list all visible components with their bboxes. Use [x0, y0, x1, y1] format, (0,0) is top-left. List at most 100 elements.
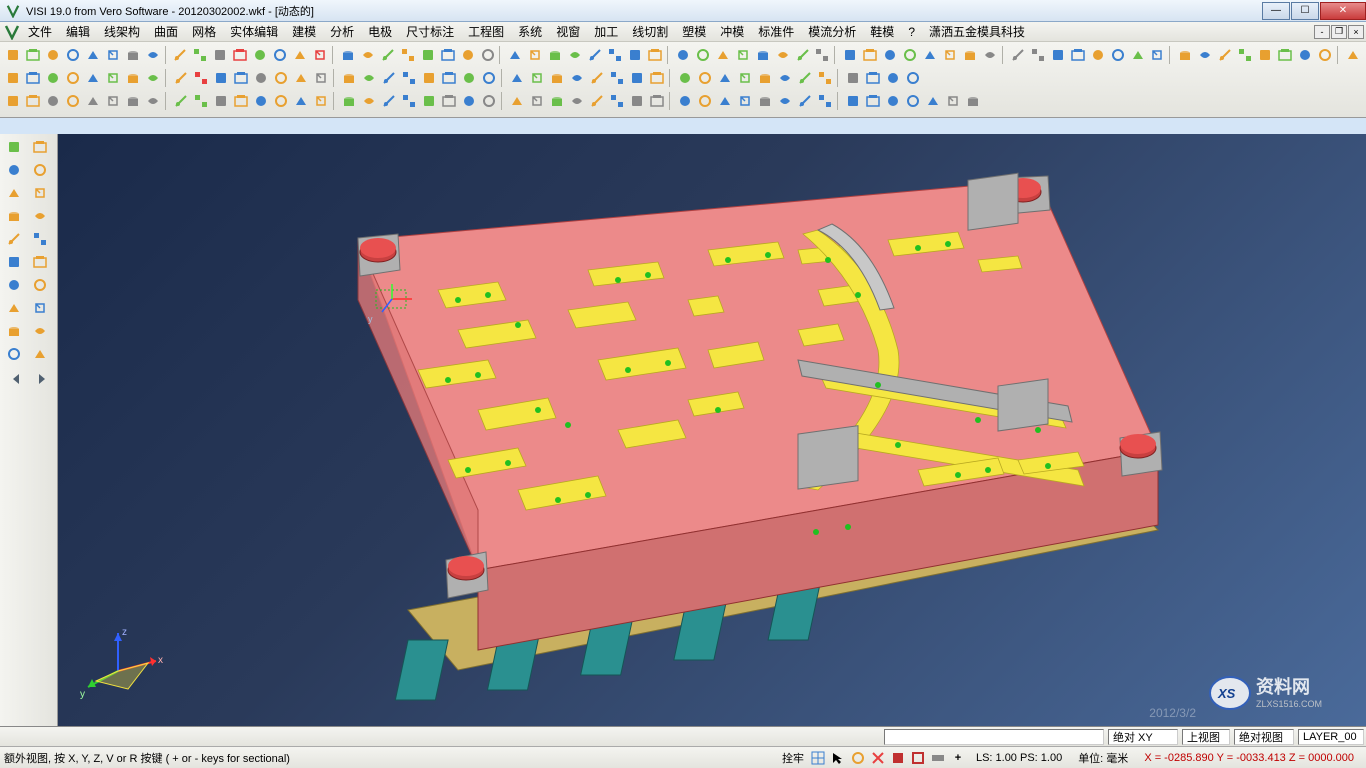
tb1-btn-59[interactable] — [1236, 46, 1254, 64]
tb1-btn-40[interactable] — [841, 46, 859, 64]
tb1-btn-10[interactable] — [211, 46, 229, 64]
tb1-btn-5[interactable] — [104, 46, 122, 64]
menu-dimension[interactable]: 尺寸标注 — [400, 21, 460, 42]
menu-plastic-mold[interactable]: 塑模 — [676, 21, 712, 42]
menu-wireframe[interactable]: 线架构 — [98, 21, 146, 42]
tb1-btn-13[interactable] — [271, 46, 289, 64]
tb3-btn-11[interactable] — [232, 92, 250, 110]
tb2-btn-24[interactable] — [508, 69, 526, 87]
tb3-btn-30[interactable] — [628, 92, 646, 110]
tb3-btn-34[interactable] — [716, 92, 734, 110]
tb1-btn-44[interactable] — [921, 46, 939, 64]
tb3-btn-44[interactable] — [924, 92, 942, 110]
left-btn-5-1[interactable] — [28, 251, 52, 273]
tb3-btn-17[interactable] — [360, 92, 378, 110]
tb1-btn-4[interactable] — [84, 46, 102, 64]
tb2-btn-4[interactable] — [84, 69, 102, 87]
tb1-btn-34[interactable] — [714, 46, 732, 64]
tb1-btn-31[interactable] — [646, 46, 664, 64]
tb2-btn-18[interactable] — [380, 69, 398, 87]
left-single-1[interactable] — [28, 343, 52, 365]
tb1-btn-9[interactable] — [191, 46, 209, 64]
tb3-btn-1[interactable] — [24, 92, 42, 110]
tb1-btn-47[interactable] — [981, 46, 999, 64]
tb1-btn-53[interactable] — [1109, 46, 1127, 64]
tb3-btn-16[interactable] — [340, 92, 358, 110]
tb1-btn-42[interactable] — [881, 46, 899, 64]
tb2-btn-31[interactable] — [648, 69, 666, 87]
tb3-btn-3[interactable] — [64, 92, 82, 110]
tb1-btn-62[interactable] — [1296, 46, 1314, 64]
tb2-btn-16[interactable] — [340, 69, 358, 87]
menu-edit[interactable]: 编辑 — [60, 21, 96, 42]
tb3-btn-7[interactable] — [144, 92, 162, 110]
maximize-button[interactable]: ☐ — [1291, 2, 1319, 20]
tb3-btn-43[interactable] — [904, 92, 922, 110]
tb1-btn-50[interactable] — [1049, 46, 1067, 64]
left-btn-4-0[interactable] — [2, 228, 26, 250]
tb1-btn-49[interactable] — [1029, 46, 1047, 64]
tb2-btn-9[interactable] — [192, 69, 210, 87]
tb1-btn-33[interactable] — [694, 46, 712, 64]
tb2-btn-32[interactable] — [676, 69, 694, 87]
command-input[interactable] — [884, 729, 1104, 745]
tb1-btn-24[interactable] — [506, 46, 524, 64]
tb2-btn-23[interactable] — [480, 69, 498, 87]
view-orientation[interactable]: 上视图 — [1182, 729, 1230, 745]
tb1-btn-17[interactable] — [359, 46, 377, 64]
tb3-btn-39[interactable] — [816, 92, 834, 110]
left-btn-2-0[interactable] — [2, 182, 26, 204]
tb1-btn-32[interactable] — [674, 46, 692, 64]
tb1-btn-46[interactable] — [961, 46, 979, 64]
tb3-btn-35[interactable] — [736, 92, 754, 110]
tb1-btn-7[interactable] — [144, 46, 162, 64]
left-single-0[interactable] — [2, 343, 26, 365]
left-btn-5-0[interactable] — [2, 251, 26, 273]
tb1-btn-60[interactable] — [1256, 46, 1274, 64]
tb1-btn-52[interactable] — [1089, 46, 1107, 64]
menu-machining[interactable]: 加工 — [588, 21, 624, 42]
left-btn-1-0[interactable] — [2, 159, 26, 181]
tb3-btn-36[interactable] — [756, 92, 774, 110]
plus-icon[interactable]: + — [950, 750, 966, 766]
left-btn-6-0[interactable] — [2, 274, 26, 296]
tb1-btn-51[interactable] — [1069, 46, 1087, 64]
tb2-btn-33[interactable] — [696, 69, 714, 87]
tb1-btn-45[interactable] — [941, 46, 959, 64]
tb3-btn-6[interactable] — [124, 92, 142, 110]
menu-standard-parts[interactable]: 标准件 — [752, 21, 800, 42]
tb1-btn-16[interactable] — [339, 46, 357, 64]
tb1-btn-41[interactable] — [861, 46, 879, 64]
tb2-btn-36[interactable] — [756, 69, 774, 87]
cursor-icon[interactable] — [830, 750, 846, 766]
tb1-btn-21[interactable] — [439, 46, 457, 64]
tb1-btn-20[interactable] — [419, 46, 437, 64]
tb3-btn-33[interactable] — [696, 92, 714, 110]
mdi-restore[interactable]: ❐ — [1331, 25, 1347, 39]
tb1-btn-48[interactable] — [1009, 46, 1027, 64]
tb1-btn-6[interactable] — [124, 46, 142, 64]
tb3-btn-9[interactable] — [192, 92, 210, 110]
menu-file[interactable]: 文件 — [22, 21, 58, 42]
left-btn-1-1[interactable] — [28, 159, 52, 181]
tb2-btn-41[interactable] — [864, 69, 882, 87]
tb3-btn-4[interactable] — [84, 92, 102, 110]
grid-icon[interactable] — [810, 750, 826, 766]
tb2-btn-3[interactable] — [64, 69, 82, 87]
tb3-btn-45[interactable] — [944, 92, 962, 110]
tb3-btn-41[interactable] — [864, 92, 882, 110]
tb2-btn-37[interactable] — [776, 69, 794, 87]
tb1-btn-43[interactable] — [901, 46, 919, 64]
menu-press-mold[interactable]: 冲模 — [714, 21, 750, 42]
tb3-btn-29[interactable] — [608, 92, 626, 110]
menu-brand[interactable]: 潇洒五金模具科技 — [923, 21, 1031, 42]
tb3-btn-14[interactable] — [292, 92, 310, 110]
tb1-btn-15[interactable] — [311, 46, 329, 64]
tb2-btn-13[interactable] — [272, 69, 290, 87]
tb1-btn-37[interactable] — [774, 46, 792, 64]
tb1-btn-23[interactable] — [479, 46, 497, 64]
tb1-btn-8[interactable] — [171, 46, 189, 64]
tb1-btn-11[interactable] — [231, 46, 249, 64]
tb3-btn-21[interactable] — [440, 92, 458, 110]
tb2-btn-29[interactable] — [608, 69, 626, 87]
